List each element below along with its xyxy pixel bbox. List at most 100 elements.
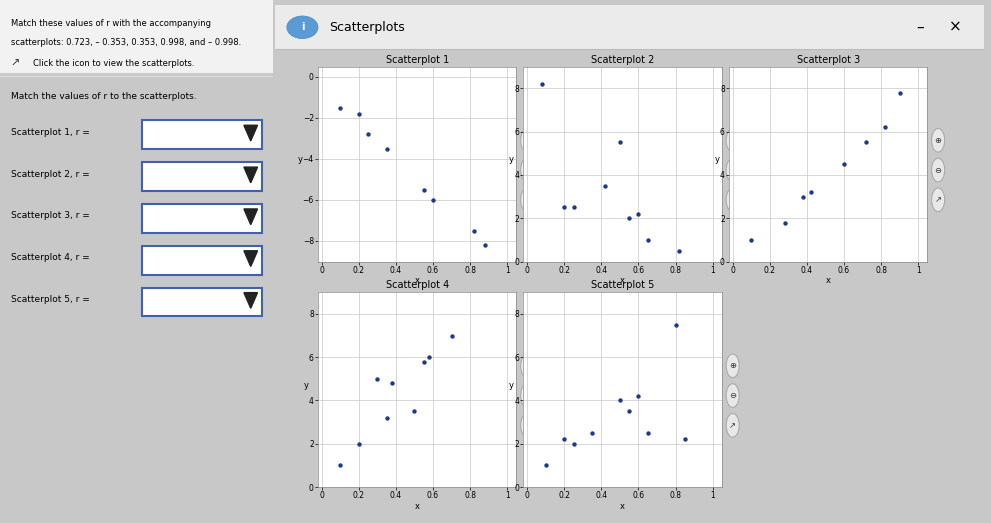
Text: Scatterplot 2, r =: Scatterplot 2, r = — [11, 169, 89, 179]
Text: ↗: ↗ — [11, 59, 20, 69]
Text: ↗: ↗ — [523, 421, 530, 430]
Point — [877, 123, 893, 131]
Circle shape — [520, 158, 534, 182]
FancyBboxPatch shape — [142, 204, 262, 233]
Point — [640, 429, 656, 437]
Point — [630, 392, 646, 400]
Text: Scatterplot 1, r =: Scatterplot 1, r = — [11, 128, 89, 137]
Point — [416, 357, 432, 366]
FancyBboxPatch shape — [142, 246, 262, 275]
Circle shape — [520, 354, 534, 378]
Y-axis label: y: y — [303, 381, 308, 390]
Circle shape — [286, 16, 318, 39]
Point — [351, 439, 367, 448]
Point — [566, 203, 582, 212]
Point — [566, 439, 582, 448]
Text: ⊖: ⊖ — [729, 391, 736, 400]
Circle shape — [726, 384, 739, 407]
Title: Scatterplot 2: Scatterplot 2 — [591, 54, 654, 64]
Point — [584, 429, 600, 437]
Point — [836, 160, 852, 168]
Point — [385, 379, 400, 388]
Point — [621, 407, 637, 415]
Text: ⊖: ⊖ — [729, 166, 736, 175]
Polygon shape — [244, 293, 258, 308]
Text: Scatterplots: Scatterplots — [329, 21, 404, 34]
Point — [795, 192, 811, 201]
Point — [425, 196, 441, 204]
Point — [370, 374, 385, 383]
Point — [332, 104, 348, 112]
Text: scatterplots: 0.723, – 0.353, 0.353, 0.998, and – 0.998.: scatterplots: 0.723, – 0.353, 0.353, 0.9… — [11, 38, 241, 48]
Point — [892, 88, 908, 97]
Point — [534, 80, 550, 88]
Point — [406, 407, 422, 415]
Point — [803, 188, 819, 197]
Circle shape — [726, 158, 739, 182]
Point — [416, 186, 432, 194]
Text: ⊕: ⊕ — [935, 136, 941, 145]
Point — [621, 214, 637, 222]
Point — [630, 210, 646, 218]
Point — [477, 241, 493, 249]
Point — [351, 110, 367, 118]
Point — [640, 236, 656, 244]
X-axis label: x: x — [620, 276, 625, 285]
Text: i: i — [300, 22, 304, 32]
Text: ⊕: ⊕ — [729, 361, 736, 370]
Circle shape — [726, 414, 739, 437]
Circle shape — [520, 384, 534, 407]
Text: ⊖: ⊖ — [935, 166, 941, 175]
FancyBboxPatch shape — [0, 0, 273, 73]
Circle shape — [726, 354, 739, 378]
Y-axis label: y: y — [509, 381, 514, 390]
Point — [360, 130, 376, 139]
Text: ↗: ↗ — [729, 195, 736, 204]
Point — [668, 321, 684, 329]
Title: Scatterplot 4: Scatterplot 4 — [385, 280, 449, 290]
Point — [743, 236, 759, 244]
Text: –: – — [917, 20, 924, 35]
Text: Match the values of r to the scatterplots.: Match the values of r to the scatterplot… — [11, 92, 196, 101]
FancyBboxPatch shape — [275, 5, 984, 49]
Point — [556, 435, 572, 444]
Point — [858, 138, 874, 146]
Polygon shape — [244, 126, 258, 141]
Point — [777, 219, 793, 227]
X-axis label: x: x — [620, 502, 625, 510]
Text: ↗: ↗ — [729, 421, 736, 430]
Polygon shape — [244, 167, 258, 183]
Circle shape — [932, 129, 944, 152]
Polygon shape — [244, 251, 258, 267]
X-axis label: x: x — [414, 276, 420, 285]
Text: Match these values of r with the accompanying: Match these values of r with the accompa… — [11, 19, 211, 28]
Title: Scatterplot 1: Scatterplot 1 — [385, 54, 449, 64]
Point — [598, 181, 613, 190]
X-axis label: x: x — [414, 502, 420, 510]
Circle shape — [932, 158, 944, 182]
Text: Scatterplot 3, r =: Scatterplot 3, r = — [11, 211, 89, 221]
Point — [671, 246, 687, 255]
Text: ×: × — [949, 20, 962, 35]
Title: Scatterplot 3: Scatterplot 3 — [797, 54, 860, 64]
X-axis label: x: x — [826, 276, 830, 285]
Point — [677, 435, 693, 444]
Text: Click the icon to view the scatterplots.: Click the icon to view the scatterplots. — [33, 59, 194, 69]
Text: ⊖: ⊖ — [523, 166, 530, 175]
Point — [379, 144, 394, 153]
Text: Scatterplot 5, r =: Scatterplot 5, r = — [11, 295, 89, 304]
Point — [556, 203, 572, 212]
Y-axis label: y: y — [297, 155, 302, 164]
Y-axis label: y: y — [509, 155, 514, 164]
Point — [612, 138, 628, 146]
Text: ⊕: ⊕ — [523, 136, 530, 145]
Text: ↗: ↗ — [523, 195, 530, 204]
Point — [421, 353, 437, 361]
Point — [612, 396, 628, 405]
Point — [379, 414, 394, 422]
Circle shape — [726, 188, 739, 212]
FancyBboxPatch shape — [142, 162, 262, 191]
Point — [466, 226, 482, 235]
FancyBboxPatch shape — [142, 288, 262, 316]
Text: ⊕: ⊕ — [729, 136, 736, 145]
